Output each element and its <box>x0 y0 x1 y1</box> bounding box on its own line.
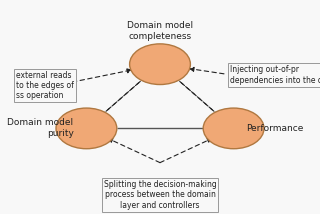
Text: Performance: Performance <box>246 124 304 133</box>
Circle shape <box>203 108 264 149</box>
Text: external reads
to the edges of
ss operation: external reads to the edges of ss operat… <box>16 71 74 101</box>
Circle shape <box>130 44 190 85</box>
Circle shape <box>56 108 117 149</box>
Text: Domain model
completeness: Domain model completeness <box>127 21 193 41</box>
Text: Domain model
purity: Domain model purity <box>7 118 74 138</box>
Text: Injecting out-of-pr
dependencies into the d: Injecting out-of-pr dependencies into th… <box>230 65 320 85</box>
Text: Splitting the decision-making
process between the domain
layer and controllers: Splitting the decision-making process be… <box>104 180 216 210</box>
